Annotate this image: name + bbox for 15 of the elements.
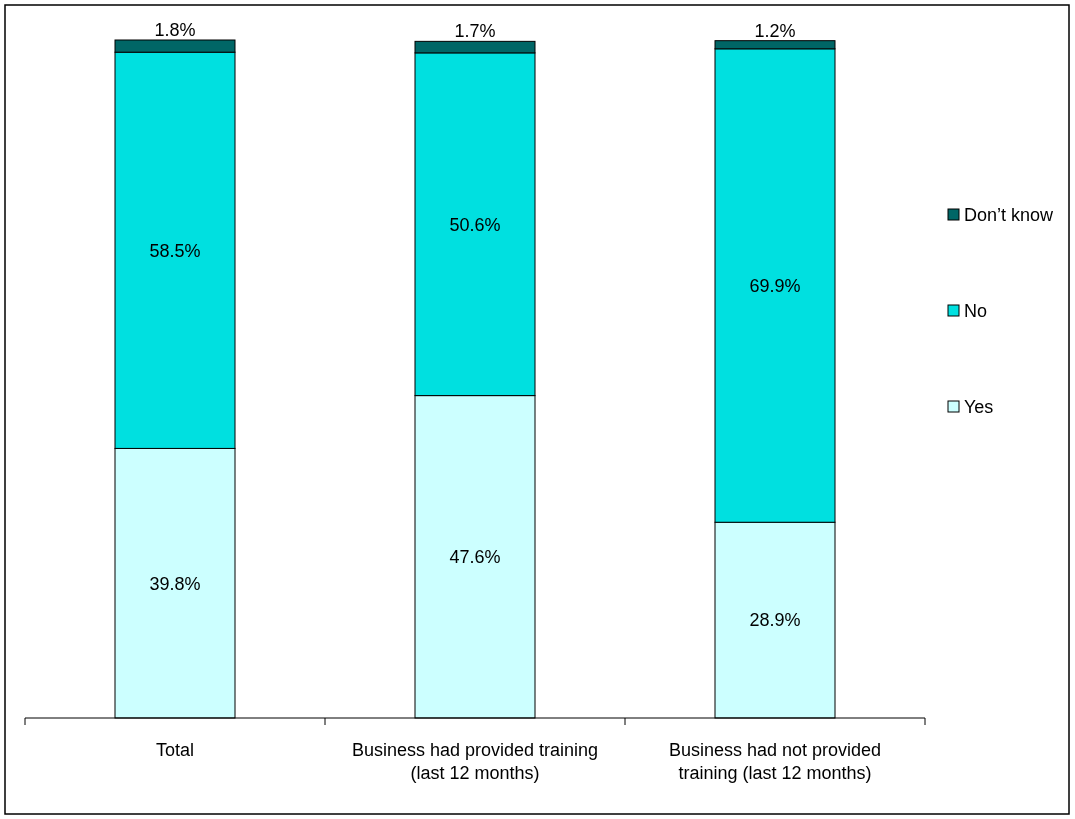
legend-label: No: [964, 301, 988, 322]
data-label: 39.8%: [149, 573, 201, 594]
x-tick-label: Total: [155, 740, 195, 760]
data-label: 50.6%: [449, 214, 501, 235]
data-label: 28.9%: [749, 610, 801, 631]
x-tick-label: Business had not provided training (last 12 months): [668, 740, 882, 784]
legend-label: Don’t know: [964, 205, 1055, 226]
data-label: 47.6%: [449, 547, 501, 568]
legend-label: Yes: [964, 397, 994, 418]
x-tick-label: Business had provided training (last 12 months): [351, 740, 599, 784]
data-label: 1.7%: [454, 21, 496, 42]
data-label: 1.2%: [754, 20, 796, 41]
data-label: 1.8%: [154, 20, 196, 40]
data-label: 58.5%: [149, 240, 201, 261]
data-label: 69.9%: [749, 275, 801, 296]
